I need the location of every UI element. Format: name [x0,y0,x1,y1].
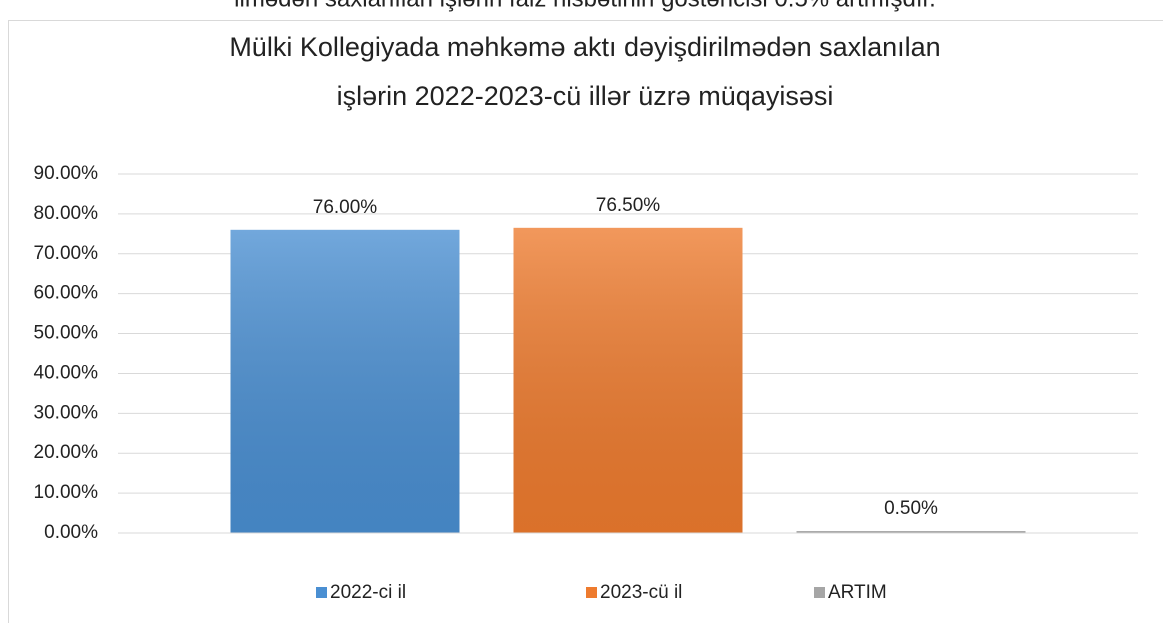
bar-sheen [796,531,1026,533]
bar-sheen [513,227,743,533]
data-label: 76.00% [313,197,378,218]
legend-swatch [814,587,825,598]
chart-title: işlərin 2022-2023-cü illər üzrə müqayisə… [337,81,834,111]
y-tick-label: 60.00% [34,283,99,304]
y-tick-label: 70.00% [34,243,99,264]
y-tick-label: 80.00% [34,203,99,224]
legend-swatch [316,587,327,598]
bar-sheen [230,229,460,533]
page-note: ilmədən saxlanılan işlərin faiz nisbətin… [234,0,936,12]
data-label: 0.50% [884,498,938,519]
y-tick-label: 50.00% [34,323,99,344]
y-tick-label: 10.00% [34,482,99,503]
data-label: 76.50% [596,195,661,216]
y-tick-label: 40.00% [34,362,99,383]
legend-swatch [586,587,597,598]
legend-label: 2023-cü il [600,582,682,603]
y-tick-label: 20.00% [34,442,99,463]
legend-label: 2022-ci il [330,582,406,603]
chart-title: Mülki Kollegiyada məhkəmə aktı dəyişdiri… [229,32,940,62]
y-tick-label: 30.00% [34,402,99,423]
legend-label: ARTIM [828,582,887,603]
y-tick-label: 0.00% [44,522,98,543]
y-tick-label: 90.00% [34,163,99,184]
